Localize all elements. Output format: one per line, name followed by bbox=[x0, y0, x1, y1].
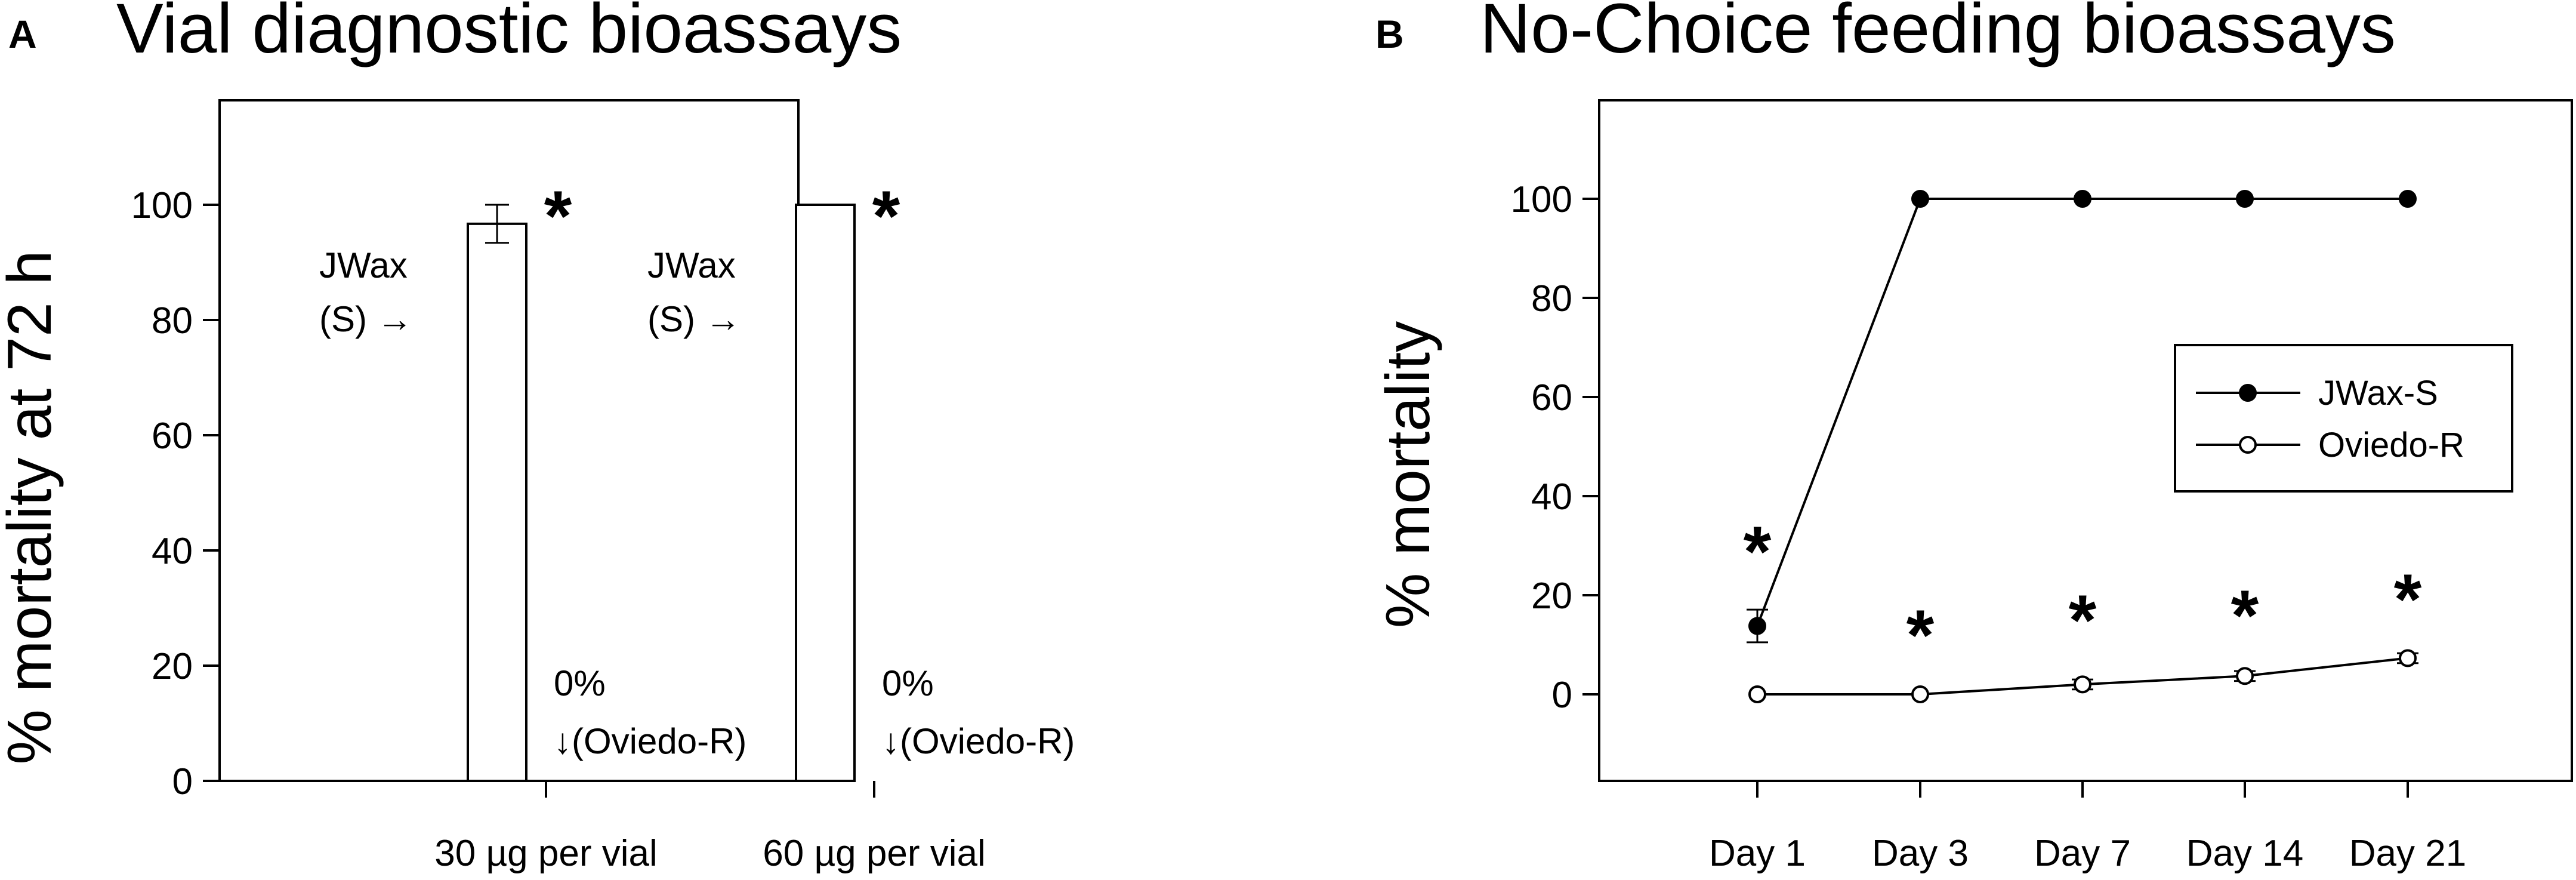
panel-a-bar-jwax-s bbox=[467, 222, 527, 783]
panel-b-legend-marker bbox=[2239, 436, 2257, 454]
panel-b-point-oviedo-r bbox=[1748, 685, 1766, 703]
panel-b-point-jwax-s bbox=[1911, 190, 1929, 208]
panel-b-legend-marker bbox=[2239, 384, 2257, 402]
panel-a-title: Vial diagnostic bioassays bbox=[116, 0, 902, 68]
panel-b-x-category-label: Day 3 bbox=[1872, 833, 1969, 874]
panel-b-letter: B bbox=[1375, 12, 1404, 56]
panel-b-y-axis-label: % mortality bbox=[1374, 321, 1443, 628]
panel-b-point-oviedo-r bbox=[2074, 675, 2091, 694]
panel-b-y-tick-label: 100 bbox=[1511, 179, 1572, 220]
panel-b-significance-marks: * * * * * bbox=[1744, 512, 2422, 675]
panel-a-oviedo-label: ↓(Oviedo-R) bbox=[882, 721, 1075, 761]
panel-b-y-tick-label: 80 bbox=[1531, 278, 1572, 319]
panel-b-significance-star: * bbox=[2394, 559, 2422, 639]
panel-b-y-ticks: 0 20 40 60 80 100 bbox=[1511, 179, 1599, 716]
panel-a-significance-star: * bbox=[544, 176, 572, 256]
panel-b-point-jwax-s bbox=[2074, 190, 2091, 208]
panel-b-point-jwax-s bbox=[2399, 190, 2417, 208]
panel-a-oviedo-label: ↓(Oviedo-R) bbox=[554, 721, 746, 761]
panel-b: B No-Choice feeding bioassays % mortalit… bbox=[1374, 0, 2573, 874]
panel-a: A Vial diagnostic bioassays % mortality … bbox=[0, 0, 1075, 874]
panel-a-y-tick-label: 40 bbox=[152, 531, 193, 572]
panel-b-title: No-Choice feeding bioassays bbox=[1480, 0, 2396, 68]
panel-b-significance-star: * bbox=[1744, 512, 1772, 592]
panel-a-jwax-label: (S) → bbox=[319, 299, 413, 339]
panel-b-y-tick-label: 0 bbox=[1552, 675, 1572, 716]
panel-b-point-jwax-s bbox=[2236, 190, 2254, 208]
panel-a-annotations: * JWax (S) → 0% ↓(Oviedo-R) * JWax (S) → 0% ↓(Ovi… bbox=[319, 176, 1075, 761]
panel-a-y-tick-label: 0 bbox=[172, 761, 193, 802]
panel-b-point-oviedo-r bbox=[2236, 667, 2254, 685]
panel-b-significance-star: * bbox=[2231, 576, 2259, 656]
panel-b-legend-label: JWax-S bbox=[2318, 374, 2438, 413]
panel-a-oviedo-label: 0% bbox=[554, 663, 606, 703]
panel-a-bar-jwax-s bbox=[795, 204, 856, 782]
panel-b-y-tick-label: 60 bbox=[1531, 377, 1572, 419]
panel-a-y-tick-label: 100 bbox=[131, 185, 193, 226]
panel-a-letter: A bbox=[8, 12, 37, 56]
panel-b-points bbox=[1747, 190, 2418, 703]
panel-a-y-tick-label: 80 bbox=[152, 300, 193, 341]
panel-a-oviedo-label: 0% bbox=[882, 663, 934, 703]
panel-b-legend-box bbox=[2174, 344, 2513, 493]
panel-b-plot-frame bbox=[1598, 99, 2573, 782]
panel-a-jwax-label: JWax bbox=[319, 245, 408, 285]
panel-a-jwax-label: JWax bbox=[647, 245, 736, 285]
panel-a-y-axis-label: % mortality at 72 h bbox=[0, 250, 64, 764]
panel-b-significance-star: * bbox=[1906, 595, 1935, 675]
panel-b-x-category-label: Day 14 bbox=[2186, 833, 2303, 874]
panel-b-x-categories: Day 1 Day 3 Day 7 Day 14 Day 21 bbox=[1709, 781, 2466, 874]
panel-b-significance-star: * bbox=[2069, 580, 2097, 660]
panel-a-bars bbox=[467, 204, 856, 783]
panel-a-y-tick-label: 20 bbox=[152, 646, 193, 687]
panel-b-x-category-label: Day 1 bbox=[1709, 833, 1806, 874]
panel-a-y-tick-label: 60 bbox=[152, 416, 193, 457]
panel-b-point-oviedo-r bbox=[1911, 685, 1929, 703]
panel-b-x-category-label: Day 7 bbox=[2034, 833, 2131, 874]
panel-b-y-tick-label: 40 bbox=[1531, 476, 1572, 518]
panel-b-y-tick-label: 20 bbox=[1531, 576, 1572, 617]
panel-a-x-category-label: 30 µg per vial bbox=[434, 833, 657, 874]
panel-a-significance-star: * bbox=[872, 176, 900, 256]
panel-a-x-category-label: 60 µg per vial bbox=[763, 833, 985, 874]
panel-b-legend-label: Oviedo-R bbox=[2318, 426, 2464, 464]
panel-a-y-ticks: 0 20 40 60 80 100 bbox=[131, 185, 220, 802]
panel-b-x-category-label: Day 21 bbox=[2349, 833, 2466, 874]
panel-b-point-oviedo-r bbox=[2399, 649, 2417, 667]
panel-b-point-jwax-s bbox=[1748, 617, 1766, 635]
panel-b-legend: JWax-S Oviedo-R bbox=[2174, 344, 2513, 493]
panel-a-jwax-label: (S) → bbox=[647, 299, 741, 339]
panel-a-x-categories: 30 µg per vial 60 µg per vial bbox=[434, 781, 986, 874]
